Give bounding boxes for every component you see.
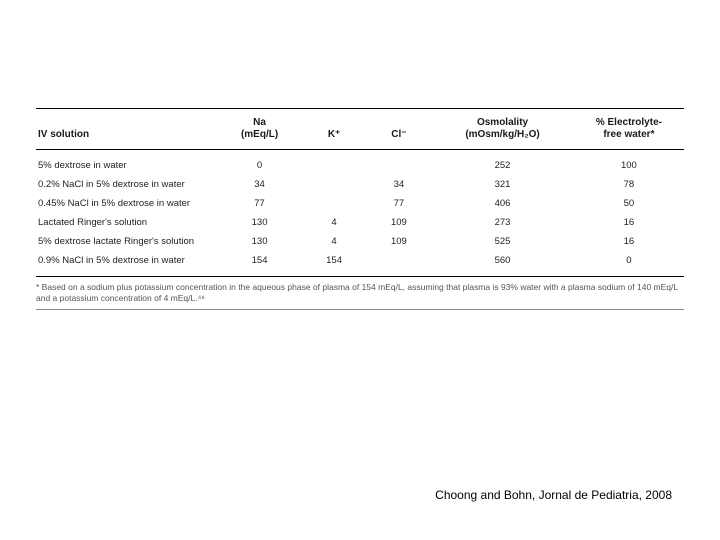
col-header-k: K⁺: [302, 109, 367, 150]
cell-efw: 16: [574, 232, 684, 251]
cell-cl: 77: [366, 194, 431, 213]
cell-k: 4: [302, 232, 367, 251]
cell-na: 77: [217, 194, 301, 213]
cell-cl: 109: [366, 213, 431, 232]
cell-solution: Lactated Ringer's solution: [36, 213, 217, 232]
iv-solution-table: IV solution Na(mEq/L) K⁺ Cl⁻ Osmolality(…: [36, 108, 684, 277]
col-header-osmolality: Osmolality(mOsm/kg/H₂O): [431, 109, 574, 150]
col-header-efw: % Electrolyte-free water*: [574, 109, 684, 150]
cell-k: 154: [302, 251, 367, 277]
table-row: 5% dextrose in water 0 252 100: [36, 150, 684, 176]
table-footnote: * Based on a sodium plus potassium conce…: [36, 277, 684, 310]
cell-solution: 0.9% NaCl in 5% dextrose in water: [36, 251, 217, 277]
cell-efw: 16: [574, 213, 684, 232]
cell-efw: 50: [574, 194, 684, 213]
cell-na: 130: [217, 213, 301, 232]
cell-cl: 109: [366, 232, 431, 251]
col-header-na: Na(mEq/L): [217, 109, 301, 150]
cell-na: 130: [217, 232, 301, 251]
cell-cl: [366, 251, 431, 277]
cell-osm: 252: [431, 150, 574, 176]
cell-solution: 0.45% NaCl in 5% dextrose in water: [36, 194, 217, 213]
cell-osm: 406: [431, 194, 574, 213]
table-header: IV solution Na(mEq/L) K⁺ Cl⁻ Osmolality(…: [36, 109, 684, 150]
table-row: 0.2% NaCl in 5% dextrose in water 34 34 …: [36, 175, 684, 194]
table-body: 5% dextrose in water 0 252 100 0.2% NaCl…: [36, 150, 684, 277]
cell-efw: 100: [574, 150, 684, 176]
table-row: 0.45% NaCl in 5% dextrose in water 77 77…: [36, 194, 684, 213]
cell-k: [302, 175, 367, 194]
cell-na: 34: [217, 175, 301, 194]
cell-k: 4: [302, 213, 367, 232]
table-row: Lactated Ringer's solution 130 4 109 273…: [36, 213, 684, 232]
cell-na: 154: [217, 251, 301, 277]
cell-osm: 321: [431, 175, 574, 194]
cell-solution: 5% dextrose in water: [36, 150, 217, 176]
col-header-solution: IV solution: [36, 109, 217, 150]
table-row: 0.9% NaCl in 5% dextrose in water 154 15…: [36, 251, 684, 277]
cell-solution: 5% dextrose lactate Ringer's solution: [36, 232, 217, 251]
cell-efw: 78: [574, 175, 684, 194]
cell-osm: 525: [431, 232, 574, 251]
cell-osm: 560: [431, 251, 574, 277]
citation-text: Choong and Bohn, Jornal de Pediatria, 20…: [435, 488, 672, 502]
col-header-cl: Cl⁻: [366, 109, 431, 150]
cell-cl: [366, 150, 431, 176]
cell-osm: 273: [431, 213, 574, 232]
table-row: 5% dextrose lactate Ringer's solution 13…: [36, 232, 684, 251]
cell-na: 0: [217, 150, 301, 176]
cell-cl: 34: [366, 175, 431, 194]
cell-efw: 0: [574, 251, 684, 277]
cell-k: [302, 194, 367, 213]
cell-k: [302, 150, 367, 176]
iv-solution-table-wrap: IV solution Na(mEq/L) K⁺ Cl⁻ Osmolality(…: [36, 108, 684, 310]
cell-solution: 0.2% NaCl in 5% dextrose in water: [36, 175, 217, 194]
